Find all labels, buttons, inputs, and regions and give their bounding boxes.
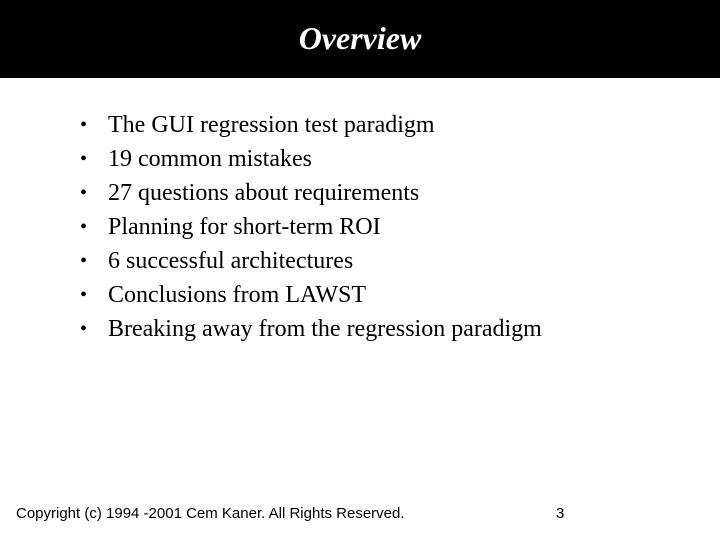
bullet-text: 27 questions about requirements <box>108 178 419 208</box>
content-area: • The GUI regression test paradigm • 19 … <box>0 78 720 344</box>
copyright-text: Copyright (c) 1994 -2001 Cem Kaner. All … <box>16 505 405 522</box>
footer: Copyright (c) 1994 -2001 Cem Kaner. All … <box>16 505 704 522</box>
bullet-icon: • <box>80 280 108 310</box>
bullet-text: 19 common mistakes <box>108 144 312 174</box>
list-item: • Conclusions from LAWST <box>80 280 720 310</box>
bullet-text: The GUI regression test paradigm <box>108 110 435 140</box>
page-number: 3 <box>556 505 564 522</box>
bullet-icon: • <box>80 110 108 140</box>
list-item: • 19 common mistakes <box>80 144 720 174</box>
list-item: • 27 questions about requirements <box>80 178 720 208</box>
list-item: • Planning for short-term ROI <box>80 212 720 242</box>
bullet-list: • The GUI regression test paradigm • 19 … <box>80 110 720 344</box>
slide-title: Overview <box>299 20 422 57</box>
bullet-text: Planning for short-term ROI <box>108 212 381 242</box>
bullet-icon: • <box>80 314 108 344</box>
bullet-text: Conclusions from LAWST <box>108 280 366 310</box>
list-item: • The GUI regression test paradigm <box>80 110 720 140</box>
bullet-text: 6 successful architectures <box>108 246 353 276</box>
title-bar: Overview <box>0 0 720 78</box>
list-item: • 6 successful architectures <box>80 246 720 276</box>
bullet-icon: • <box>80 178 108 208</box>
list-item: • Breaking away from the regression para… <box>80 314 720 344</box>
bullet-icon: • <box>80 246 108 276</box>
bullet-icon: • <box>80 144 108 174</box>
bullet-icon: • <box>80 212 108 242</box>
bullet-text: Breaking away from the regression paradi… <box>108 314 542 344</box>
